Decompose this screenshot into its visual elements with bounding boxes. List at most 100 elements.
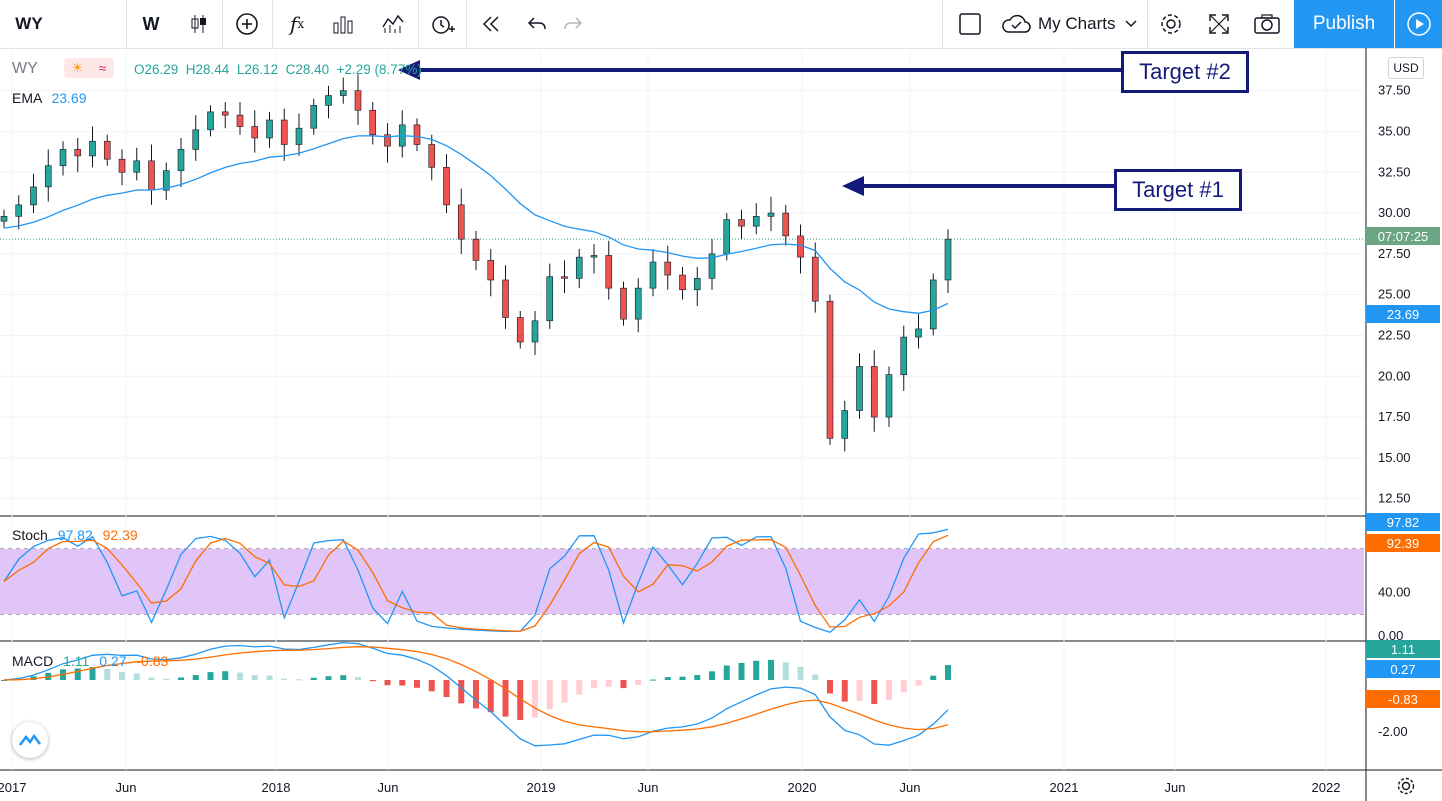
price-axis: 37.50 35.00 32.50 30.00 27.50 25.00 22.50 20.00… [1378, 83, 1411, 739]
candle-body [44, 165, 52, 188]
interval-button[interactable]: W [142, 13, 160, 34]
ohlc-values: O26.29 H28.44 L26.12 C28.40 +2.29 (8.77%… [134, 62, 422, 77]
bar-style-icon[interactable] [324, 0, 362, 48]
macd-bar [635, 680, 642, 685]
candle [369, 102, 377, 145]
tradingview-logo-icon[interactable] [12, 722, 48, 758]
macd-bar [900, 680, 907, 693]
candle [221, 102, 229, 129]
market-status[interactable]: ☀ ≈ [64, 58, 114, 78]
candle [89, 126, 96, 168]
macd-bar [561, 680, 568, 703]
candle-body [236, 114, 244, 127]
toolbar-divider [942, 0, 943, 48]
price-tick-label: 22.50 [1378, 327, 1411, 342]
macd-bar [473, 680, 479, 709]
candle [679, 266, 686, 300]
candle [811, 242, 819, 313]
camera-icon[interactable] [1248, 0, 1286, 48]
price-tick-label: 30.00 [1378, 205, 1411, 220]
candle-body [280, 119, 288, 145]
macd-bar [222, 671, 229, 680]
price-tick-label: 27.50 [1378, 246, 1411, 261]
stoch-k-value: 97.82 [57, 527, 93, 543]
macd-bar [310, 677, 317, 680]
stoch-band [0, 548, 1364, 615]
stoch-d-line [3, 534, 949, 632]
ema-label: EMA [12, 90, 42, 106]
macd-bar [355, 677, 361, 680]
currency-label[interactable]: USD [1388, 57, 1424, 79]
candle-body [856, 366, 863, 411]
candle-body [354, 90, 362, 111]
stoch-label: Stoch [12, 527, 48, 543]
price-tick-label: 25.00 [1378, 287, 1411, 302]
macd-bar [340, 675, 347, 680]
candle [192, 115, 200, 161]
candle-body [693, 278, 701, 291]
macd-bar [930, 675, 937, 680]
settings-icon[interactable] [1152, 0, 1190, 48]
candle [443, 154, 450, 214]
candle [605, 240, 613, 300]
my-charts-button[interactable]: My Charts [1000, 0, 1145, 48]
macd-bar [89, 667, 96, 680]
candle-body [30, 186, 37, 206]
candle-body [841, 410, 849, 439]
macd-bar [841, 680, 848, 702]
symbol-search[interactable]: WY [15, 14, 43, 33]
candle [546, 263, 554, 329]
candle [708, 239, 716, 290]
candle [590, 244, 598, 274]
candle-body [487, 260, 495, 281]
templates-icon[interactable] [374, 0, 412, 48]
stoch-tick-label: 0.00 [1378, 628, 1403, 643]
undo-icon[interactable] [518, 0, 556, 48]
macd-tag-3: -0.83 [1366, 690, 1440, 708]
candle [575, 248, 583, 289]
price-tick-label: 35.00 [1378, 123, 1411, 138]
candle-body [15, 204, 23, 217]
macd-bar [620, 680, 627, 689]
candle [44, 149, 52, 202]
candle [516, 310, 524, 349]
macd-bar [679, 676, 686, 680]
candles-icon[interactable] [180, 0, 218, 48]
macd-bar [119, 671, 125, 680]
macd-bar [768, 659, 774, 680]
ema-legend: EMA 23.69 [12, 90, 87, 106]
price-chart[interactable]: 37.50 35.00 32.50 30.00 27.50 25.00 22.50 20.00… [0, 48, 1442, 801]
macd-value-1: 1.11 [63, 653, 90, 669]
candle-body [177, 149, 185, 171]
candle-body [679, 274, 686, 291]
toolbar-divider [1147, 0, 1148, 48]
time-tick-label: 2017 [0, 780, 26, 795]
add-symbol-icon[interactable] [228, 0, 266, 48]
layout-icon[interactable] [952, 0, 988, 48]
redo-icon[interactable] [554, 0, 592, 48]
macd-bar [591, 680, 597, 689]
macd-tag-2: 0.27 [1366, 660, 1440, 678]
candle-body [885, 374, 893, 418]
candle-body [325, 95, 332, 106]
target-2-label[interactable]: Target #2 [1121, 51, 1249, 93]
replay-icon[interactable] [472, 0, 510, 48]
stoch-d-tag: 92.39 [1366, 534, 1440, 552]
price-tick-label: 15.00 [1378, 450, 1411, 465]
candle-body [89, 140, 96, 157]
target-1-label[interactable]: Target #1 [1114, 169, 1242, 211]
macd-line [3, 641, 949, 747]
candle-body [369, 109, 377, 136]
alert-icon[interactable] [424, 0, 462, 48]
macd-bar [384, 680, 391, 686]
candle [30, 173, 37, 214]
fullscreen-icon[interactable] [1200, 0, 1238, 48]
macd-bar [428, 680, 435, 692]
play-icon[interactable] [1395, 0, 1442, 48]
stoch-tick-label: 40.00 [1378, 584, 1411, 599]
publish-button[interactable]: Publish [1294, 0, 1394, 48]
candle-body [915, 328, 922, 338]
candle [74, 137, 82, 173]
axis-settings-icon[interactable] [1396, 776, 1416, 796]
